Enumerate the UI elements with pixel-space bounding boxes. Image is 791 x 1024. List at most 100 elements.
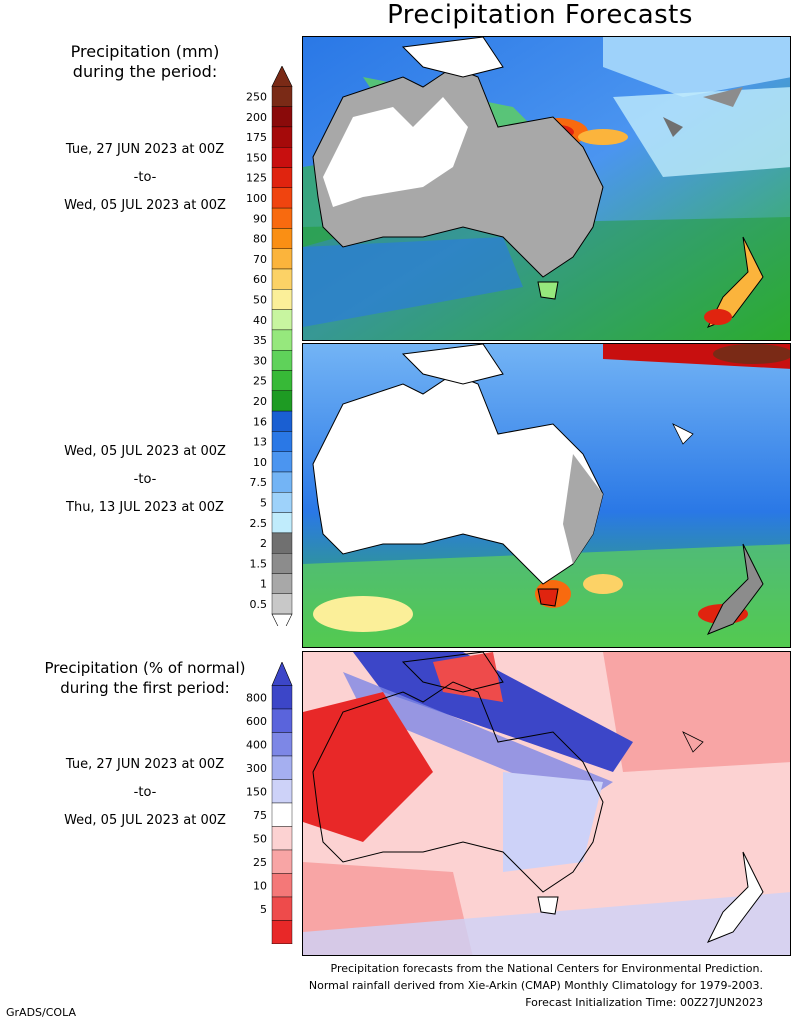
percent-colorbar-swatch [271, 779, 293, 804]
precip-colorbar-tick-label: 200 [246, 111, 267, 124]
percent-colorbar-tick-label: 5 [260, 903, 267, 916]
grads-credit: GrADS/COLA [6, 1006, 76, 1019]
precip-legend-heading-line2: during the period: [72, 62, 218, 81]
percent-colorbar-swatch [271, 920, 293, 944]
precip-colorbar-tick-label: 80 [253, 233, 267, 246]
percent-colorbar-swatch [271, 896, 293, 921]
percent-colorbar-tick-label: 10 [253, 879, 267, 892]
percent-colorbar: 800 600 400 300 150 75 50 25 10 5 [246, 662, 293, 944]
percent-colorbar-tick-label: 50 [253, 832, 267, 845]
precip-colorbar-tick-label: 150 [246, 151, 267, 164]
precip-colorbar-tick-label: 50 [253, 293, 267, 306]
precip-colorbar-swatch [271, 289, 293, 310]
precip-colorbar-swatch [271, 431, 293, 452]
precip-colorbar-swatch [271, 187, 293, 209]
percent-colorbar-swatch [271, 708, 293, 733]
precip-colorbar-tick-label: 175 [246, 131, 267, 144]
precip-colorbar-tick-label: 100 [246, 192, 267, 205]
precip-colorbar-tick-label: 13 [253, 436, 267, 449]
period3-end: Wed, 05 JUL 2023 at 00Z [64, 813, 226, 828]
precip-colorbar-swatch [271, 350, 293, 371]
precip-colorbar-tick-label: 30 [253, 354, 267, 367]
precip-colorbar-swatch [271, 593, 293, 615]
footer-line3: Forecast Initialization Time: 00Z27JUN20… [525, 996, 763, 1009]
percent-colorbar-swatch [271, 849, 293, 874]
percent-colorbar-swatch [271, 685, 293, 710]
percent-colorbar-tick-label: 300 [246, 762, 267, 775]
precip-colorbar-tick-label: 35 [253, 334, 267, 347]
map-panel-week1 [302, 36, 791, 341]
percent-colorbar-swatch [271, 826, 293, 851]
page-title: Precipitation Forecasts [387, 0, 693, 30]
percent-colorbar-swatch [271, 802, 293, 827]
period1-end: Wed, 05 JUL 2023 at 00Z [64, 198, 226, 213]
precip-colorbar-tick-label: 40 [253, 314, 267, 327]
period2-start: Wed, 05 JUL 2023 at 00Z [64, 444, 226, 459]
percent-colorbar-tick-label: 75 [253, 809, 267, 822]
map-panel-week2 [302, 343, 791, 648]
precip-colorbar-swatch [271, 146, 293, 168]
map-panel-percent-normal [302, 651, 791, 956]
precip-colorbar-swatch [271, 268, 293, 290]
footer-notes: Precipitation forecasts from the Nationa… [309, 960, 763, 1011]
precip-colorbar-swatch [271, 309, 293, 331]
percent-colorbar-tick-label: 400 [246, 738, 267, 751]
precip-colorbar-tick-label: 60 [253, 273, 267, 286]
precip-colorbar-swatch [271, 390, 293, 412]
precip-colorbar-swatch [271, 207, 293, 229]
percent-colorbar-swatch [271, 755, 293, 780]
precip-map-week2 [303, 344, 790, 647]
percent-colorbar-tick-label: 800 [246, 691, 267, 704]
precip-colorbar-swatch [271, 451, 293, 473]
precip-colorbar-tick-label: 90 [253, 212, 267, 225]
period3-start: Tue, 27 JUN 2023 at 00Z [65, 757, 225, 772]
precip-colorbar-tick-label: 1 [260, 578, 267, 591]
period1-start: Tue, 27 JUN 2023 at 00Z [65, 142, 225, 157]
percent-legend-heading-line1: Precipitation (% of normal) [44, 659, 246, 677]
footer-line1: Precipitation forecasts from the Nationa… [330, 962, 764, 975]
precip-colorbar-swatch [271, 573, 293, 594]
precip-colorbar: 2502001751501251009080706050403530252016… [246, 66, 293, 626]
precip-colorbar-tick-label: 16 [253, 415, 267, 428]
precip-colorbar-tick-label: 2 [260, 537, 267, 550]
percent-colorbar-tick-label: 150 [246, 785, 267, 798]
precip-colorbar-swatch [271, 370, 293, 391]
precip-colorbar-tick-label: 2.5 [250, 517, 268, 530]
precip-colorbar-tick-label: 25 [253, 375, 267, 388]
precip-colorbar-tick-label: 5 [260, 496, 267, 509]
precip-colorbar-swatch [271, 126, 293, 148]
precip-colorbar-swatch [271, 329, 293, 351]
percent-colorbar-tick-label: 600 [246, 715, 267, 728]
percent-legend-heading-line2: during the first period: [60, 679, 230, 697]
precip-colorbar-bottom-arrow [271, 613, 293, 626]
precip-colorbar-swatch [271, 167, 293, 188]
precip-colorbar-swatch [271, 228, 293, 249]
percent-colorbar-swatch [271, 732, 293, 757]
precip-colorbar-swatch [271, 106, 293, 128]
footer-line2: Normal rainfall derived from Xie-Arkin (… [308, 979, 763, 992]
percent-normal-map [303, 652, 790, 955]
period2-separator: -to- [133, 472, 157, 487]
percent-colorbar-tick-label: 25 [253, 856, 267, 869]
precip-legend-heading: Precipitation (mm) during the period: [0, 42, 290, 82]
precip-map-week1 [303, 37, 790, 340]
precip-colorbar-swatch [271, 86, 293, 107]
precip-colorbar-swatch [271, 410, 293, 432]
precip-colorbar-swatch [271, 532, 293, 554]
period2-end: Thu, 13 JUL 2023 at 00Z [66, 500, 224, 515]
precip-colorbar-tick-label: 20 [253, 395, 267, 408]
precip-colorbar-top-arrow [271, 66, 293, 87]
precip-colorbar-tick-label: 250 [246, 90, 267, 103]
precip-legend-heading-line1: Precipitation (mm) [70, 42, 220, 61]
percent-legend-heading: Precipitation (% of normal) during the f… [0, 658, 290, 698]
precip-colorbar-swatch [271, 553, 293, 574]
precip-colorbar-tick-label: 125 [246, 172, 267, 185]
precip-colorbar-tick-label: 7.5 [250, 476, 268, 489]
precip-colorbar-tick-label: 0.5 [250, 598, 268, 611]
precip-colorbar-swatch [271, 471, 293, 493]
precip-colorbar-tick-label: 10 [253, 456, 267, 469]
period1-separator: -to- [133, 170, 157, 185]
percent-colorbar-top-arrow [271, 662, 293, 686]
precip-colorbar-tick-label: 1.5 [250, 557, 268, 570]
precip-colorbar-swatch [271, 248, 293, 270]
